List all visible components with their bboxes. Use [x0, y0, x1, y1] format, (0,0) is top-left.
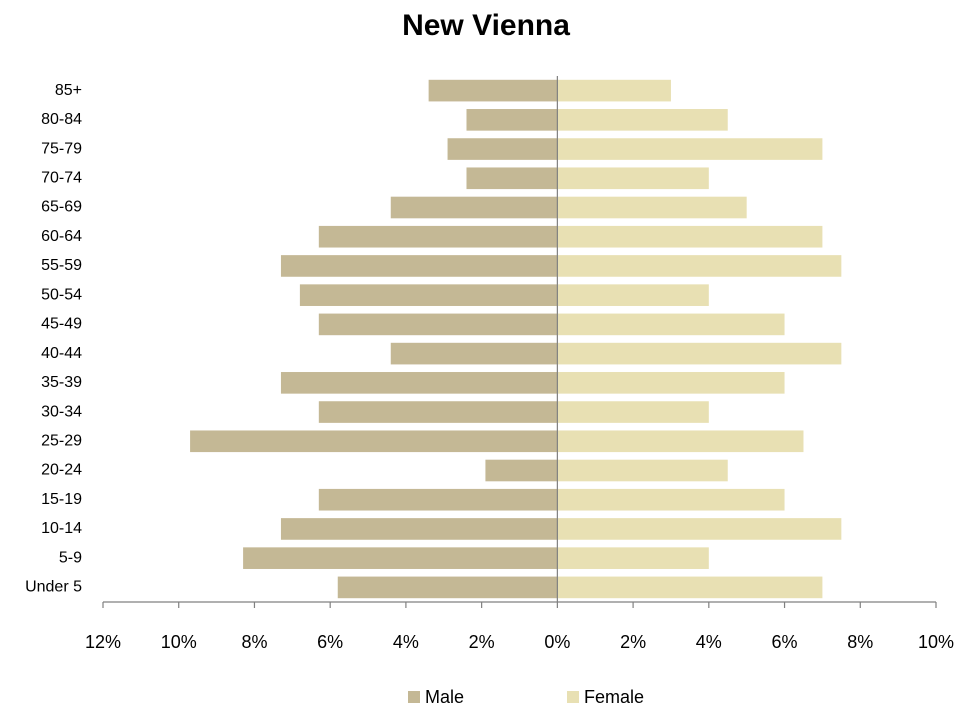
- bar: [557, 196, 747, 219]
- legend-swatch: [567, 691, 579, 703]
- bar: [190, 430, 558, 453]
- bar: [280, 518, 558, 540]
- bar: [557, 225, 823, 248]
- x-tick-label: 6%: [772, 632, 798, 652]
- bar: [557, 576, 823, 599]
- x-tick-label: 8%: [241, 632, 267, 652]
- x-tick-label: 12%: [85, 632, 121, 652]
- bar: [390, 342, 558, 365]
- y-tick-label: 5-9: [59, 549, 82, 566]
- bar: [337, 576, 558, 599]
- y-tick-label: 85+: [55, 82, 82, 99]
- bar: [318, 401, 558, 423]
- y-tick-label: 65-69: [41, 199, 82, 216]
- bar: [318, 313, 558, 336]
- bar: [557, 547, 709, 569]
- legend-label: Female: [584, 687, 644, 707]
- y-tick-label: Under 5: [25, 579, 82, 596]
- bar: [557, 342, 842, 365]
- bar: [447, 138, 558, 160]
- bar: [318, 488, 558, 511]
- y-tick-label: 25-29: [41, 432, 82, 449]
- bar: [557, 284, 709, 306]
- y-tick-label: 75-79: [41, 140, 82, 157]
- x-tick-label: 2%: [620, 632, 646, 652]
- y-tick-label: 35-39: [41, 374, 82, 391]
- bar: [485, 459, 558, 482]
- bar: [557, 313, 785, 336]
- x-tick-label: 4%: [393, 632, 419, 652]
- bar: [557, 401, 709, 423]
- x-tick-label: 10%: [161, 632, 197, 652]
- bar: [557, 518, 842, 540]
- chart-title: New Vienna: [402, 9, 570, 42]
- x-tick-label: 10%: [918, 632, 954, 652]
- y-tick-label: 55-59: [41, 257, 82, 274]
- legend-swatch: [408, 691, 420, 703]
- x-tick-label: 2%: [469, 632, 495, 652]
- bar: [557, 138, 823, 160]
- bar: [557, 372, 785, 394]
- y-tick-label: 80-84: [41, 111, 82, 128]
- x-tick-label: 6%: [317, 632, 343, 652]
- y-tick-label: 30-34: [41, 403, 82, 420]
- x-tick-label: 4%: [696, 632, 722, 652]
- bar: [557, 79, 671, 102]
- bar: [466, 109, 558, 131]
- bar: [280, 372, 558, 394]
- bar: [557, 255, 842, 277]
- bar: [557, 488, 785, 511]
- bar: [557, 109, 728, 131]
- y-tick-label: 20-24: [41, 462, 82, 479]
- y-tick-label: 10-14: [41, 520, 82, 537]
- y-tick-label: 60-64: [41, 228, 82, 245]
- legend-label: Male: [425, 687, 464, 707]
- bar: [557, 167, 709, 190]
- y-tick-label: 50-54: [41, 286, 82, 303]
- bar: [243, 547, 558, 569]
- bar: [466, 167, 558, 190]
- bar: [557, 430, 804, 453]
- bar: [280, 255, 558, 277]
- x-tick-label: 0%: [544, 632, 570, 652]
- y-tick-label: 40-44: [41, 345, 82, 362]
- bar: [428, 79, 558, 102]
- bar: [557, 459, 728, 482]
- y-tick-label: 70-74: [41, 169, 82, 186]
- bar: [318, 225, 558, 248]
- bar: [299, 284, 558, 306]
- x-tick-label: 8%: [847, 632, 873, 652]
- y-tick-label: 45-49: [41, 316, 82, 333]
- y-tick-label: 15-19: [41, 491, 82, 508]
- bar: [390, 196, 558, 219]
